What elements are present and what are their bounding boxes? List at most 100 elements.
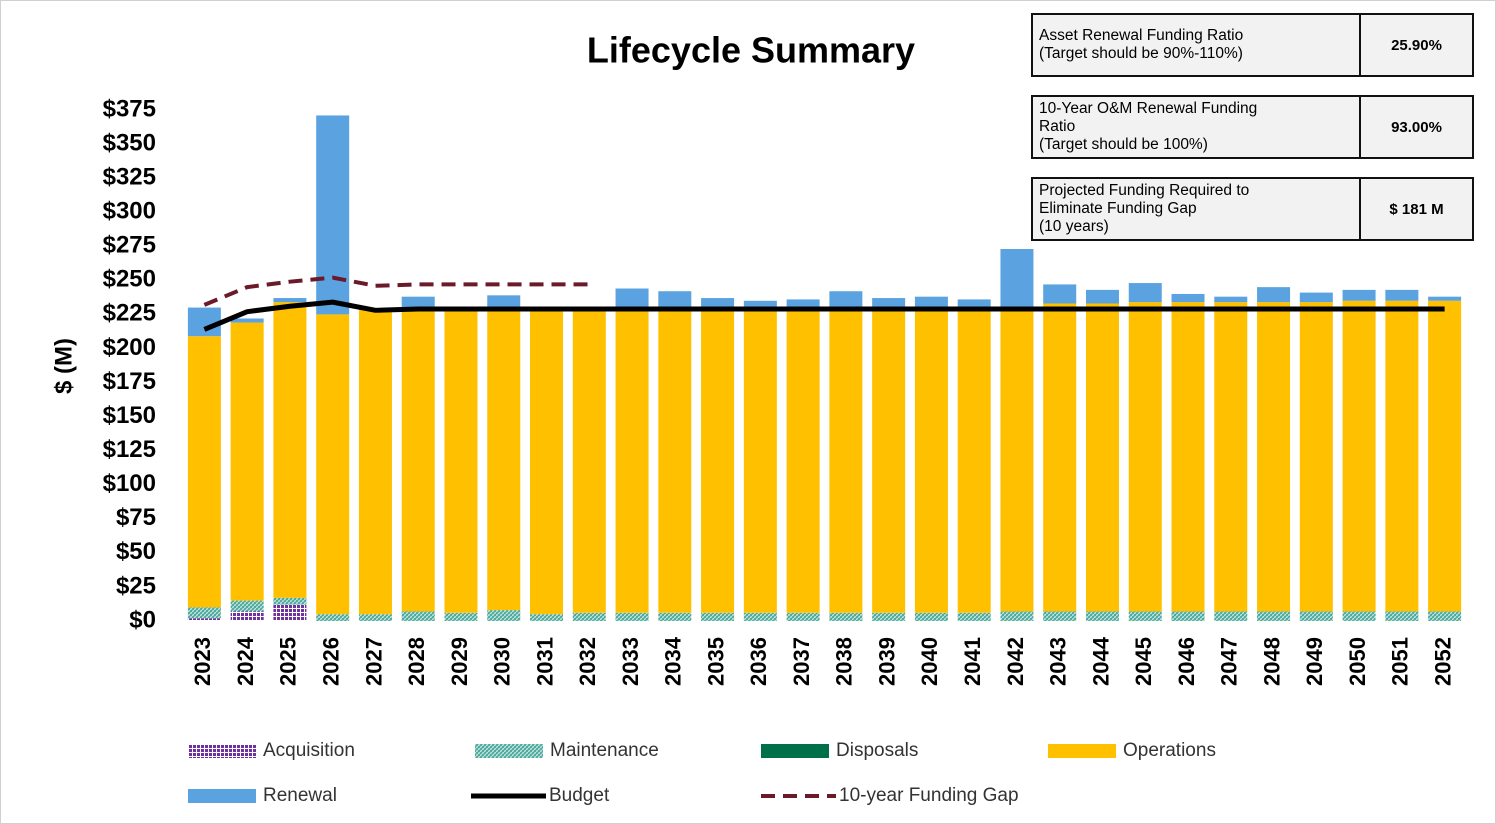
bar-segment (273, 597, 307, 605)
bar-segment (615, 288, 649, 308)
y-tick-label: $375 (103, 95, 156, 122)
bar-segment (316, 614, 350, 621)
bar-segment (187, 618, 221, 621)
bar-segment (1342, 300, 1376, 612)
y-axis-label: $ (M) (50, 338, 77, 394)
bar-segment (872, 612, 906, 621)
legend-swatch (1048, 744, 1116, 758)
x-tick-label: 2052 (1430, 637, 1455, 686)
bar-segment (1385, 611, 1419, 621)
bar-segment (1428, 611, 1462, 621)
bar-segment (401, 296, 435, 308)
info-label: Asset Renewal Funding Ratio (Target shou… (1033, 15, 1361, 75)
bar-segment (230, 318, 264, 323)
bar-segment (1299, 611, 1333, 621)
legend-swatch (188, 744, 256, 758)
x-tick-label: 2045 (1131, 637, 1156, 686)
bar-segment (1299, 292, 1333, 303)
bar-segment (1342, 289, 1376, 301)
info-value: $ 181 M (1389, 200, 1444, 218)
bar-segment (1385, 289, 1419, 301)
x-tick-label: 2028 (404, 637, 429, 686)
x-tick-label: 2031 (532, 637, 557, 686)
y-tick-label: $125 (103, 436, 156, 463)
y-tick-label: $325 (103, 163, 156, 190)
bar-segment (1128, 611, 1162, 621)
bar-segment (1171, 293, 1205, 303)
x-tick-label: 2040 (917, 637, 942, 686)
bar-segment (957, 612, 991, 621)
x-tick-label: 2033 (618, 637, 643, 686)
x-tick-label: 2048 (1259, 637, 1284, 686)
bar-segment (230, 322, 264, 601)
bar-segment (872, 307, 906, 613)
y-tick-label: $175 (103, 368, 156, 395)
y-tick-label: $250 (103, 266, 156, 293)
bar-segment (829, 612, 863, 621)
bar-segment (786, 299, 820, 308)
bar-segment (658, 612, 692, 621)
bar-segment (1085, 303, 1119, 612)
line-series (203, 275, 590, 307)
bar-segment (487, 295, 521, 308)
bar-segment (957, 307, 991, 613)
bar-segment (487, 307, 521, 611)
bar-segment (914, 612, 948, 621)
bar-segment (1214, 296, 1248, 303)
bar-segment (230, 600, 264, 612)
bar-segment (1171, 611, 1205, 621)
bar-segment (1428, 300, 1462, 612)
line-series (203, 299, 1445, 332)
info-value: 25.90% (1391, 36, 1442, 54)
x-tick-label: 2032 (575, 637, 600, 686)
bar-segment (1171, 302, 1205, 612)
info-value: 93.00% (1391, 118, 1442, 136)
x-tick-label: 2025 (276, 637, 301, 686)
legend-swatch (761, 744, 829, 758)
x-tick-label: 2046 (1174, 637, 1199, 686)
bar-segment (658, 291, 692, 308)
bar-segment (658, 307, 692, 613)
bar-segment (401, 307, 435, 612)
bar-segment (316, 314, 350, 615)
x-tick-label: 2026 (318, 637, 343, 686)
bar-segment (187, 607, 221, 619)
info-box: Projected Funding Required to Eliminate … (1031, 177, 1474, 241)
bar-segment (187, 336, 221, 608)
bar-segment (572, 612, 606, 621)
legend-label: Renewal (263, 785, 337, 806)
x-tick-label: 2050 (1345, 637, 1370, 686)
y-tick-label: $225 (103, 300, 156, 327)
bar-segment (358, 308, 392, 615)
bar-segment (273, 604, 307, 621)
bar-segment (1299, 302, 1333, 612)
bar-segment (1085, 611, 1119, 621)
bar-segment (1342, 611, 1376, 621)
bar-segment (187, 307, 221, 337)
bar-segment (444, 307, 478, 613)
bar-segment (615, 612, 649, 621)
bar-segment (1000, 307, 1034, 612)
bar-segment (914, 296, 948, 308)
bar-segment (444, 612, 478, 621)
y-tick-label: $0 (129, 606, 156, 633)
x-tick-label: 2051 (1388, 637, 1413, 686)
y-tick-label: $350 (103, 129, 156, 156)
bar-segment (1043, 303, 1077, 612)
y-tick-label: $200 (103, 334, 156, 361)
bar-segment (1000, 611, 1034, 621)
legend-swatch (475, 744, 543, 758)
x-tick-label: 2039 (874, 637, 899, 686)
x-tick-label: 2034 (661, 636, 686, 686)
x-tick-label: 2035 (703, 637, 728, 686)
bar-segment (1257, 611, 1291, 621)
bar-segment (1043, 611, 1077, 621)
bar-segment (743, 612, 777, 621)
bar-segment (358, 614, 392, 621)
y-tick-label: $75 (116, 504, 156, 531)
x-tick-label: 2037 (789, 637, 814, 686)
bar-segment (914, 307, 948, 613)
x-tick-label: 2023 (190, 637, 215, 686)
info-box: 10-Year O&M Renewal Funding Ratio (Targe… (1031, 95, 1474, 159)
